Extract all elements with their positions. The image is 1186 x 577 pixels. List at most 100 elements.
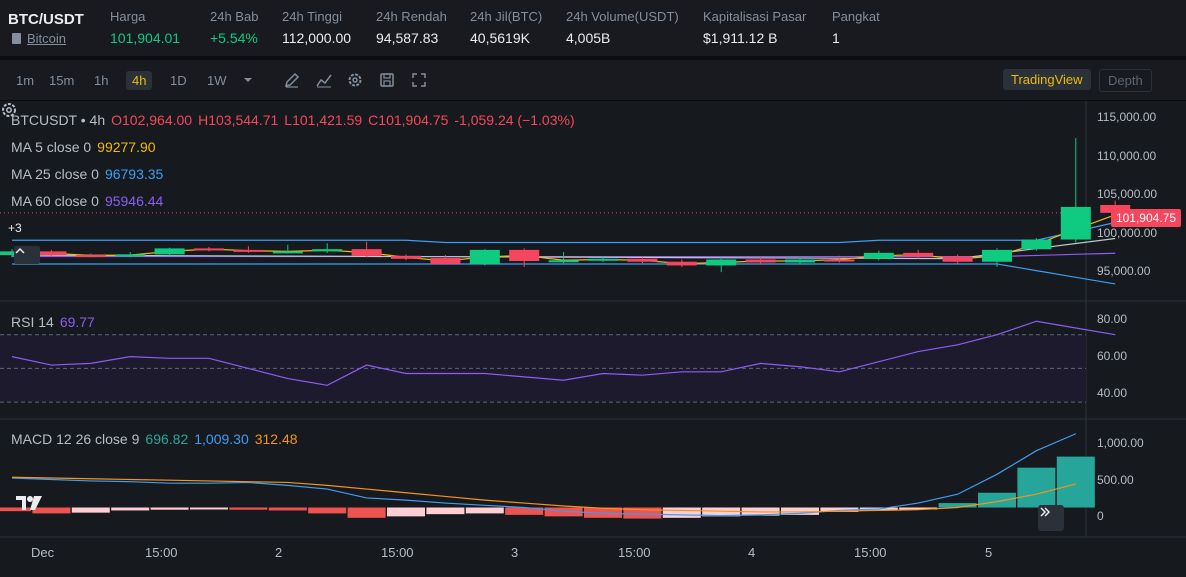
bollinger-lower-line bbox=[12, 263, 1116, 285]
open-value: 102,964.00 bbox=[122, 112, 193, 128]
stat-label: Harga bbox=[110, 9, 146, 24]
candle-body bbox=[627, 258, 658, 262]
macd-histogram-bar bbox=[387, 507, 425, 517]
macd-histogram-bar bbox=[347, 507, 386, 518]
macd-histogram-bar bbox=[426, 507, 465, 515]
timeframe-1h[interactable]: 1h bbox=[94, 73, 109, 88]
macd-histogram-bar bbox=[544, 507, 583, 517]
candle-body bbox=[509, 249, 540, 261]
stat-value: 4,005B bbox=[566, 30, 611, 46]
macd-histogram-bar bbox=[229, 507, 268, 510]
candle-body bbox=[1100, 204, 1131, 213]
candle-body bbox=[942, 256, 973, 262]
stat-change: 24h Bab +5.54% bbox=[210, 9, 258, 46]
rsi-value: 69.77 bbox=[59, 314, 95, 330]
draw-icon[interactable] bbox=[283, 71, 301, 89]
scroll-to-latest-button[interactable] bbox=[1038, 505, 1064, 531]
high-value: 103,544.71 bbox=[208, 112, 279, 128]
ma-value: 96793.35 bbox=[104, 166, 164, 182]
time-axis-label: Dec bbox=[31, 545, 55, 560]
timeframe-1m[interactable]: 1m bbox=[16, 73, 35, 88]
macd-histogram-bar bbox=[781, 507, 819, 515]
candle-body bbox=[0, 251, 27, 256]
settings-icon[interactable] bbox=[346, 71, 364, 89]
rsi-axis-label: 40.00 bbox=[1097, 386, 1128, 400]
ma25-legend: MA 25 close 0 96793.35 bbox=[11, 166, 169, 182]
save-icon[interactable] bbox=[378, 71, 396, 89]
rsi-legend: RSI 14 69.77 bbox=[11, 314, 101, 330]
time-axis-label: 3 bbox=[511, 545, 519, 560]
low-label: L bbox=[284, 112, 293, 128]
symbol-label: BTCUSDT • 4h bbox=[11, 112, 106, 128]
chevron-right-icon bbox=[1040, 507, 1051, 517]
more-indicators-badge[interactable]: +3 bbox=[8, 221, 22, 235]
candle-body bbox=[745, 259, 776, 263]
chart-area[interactable]: BTCUSDT • 4h O102,964.00 H103,544.71 L101,4… bbox=[0, 101, 1186, 577]
coin-name[interactable]: Bitcoin bbox=[27, 31, 67, 46]
indicator-icon[interactable] bbox=[315, 71, 333, 89]
low-value: 101,421.59 bbox=[292, 112, 363, 128]
stat-rank: Pangkat 1 bbox=[832, 9, 880, 46]
macd-histogram-bar bbox=[465, 507, 504, 514]
rsi-axis-label: 80.00 bbox=[1097, 312, 1128, 326]
ma-label: MA 25 close 0 bbox=[11, 166, 99, 182]
pair-title[interactable]: BTC/USDT bbox=[8, 11, 84, 28]
macd-line bbox=[11, 433, 1077, 517]
stat-value: 40,5619K bbox=[470, 30, 530, 46]
candle-body bbox=[194, 248, 224, 251]
ma-label: MA 5 close 0 bbox=[11, 139, 92, 155]
high-label: H bbox=[198, 112, 209, 128]
close-value: 101,904.75 bbox=[378, 112, 449, 128]
stat-value: 112,000.00 bbox=[282, 30, 352, 46]
stat-label: 24h Jil(BTC) bbox=[470, 9, 543, 24]
chart-settings-icon[interactable] bbox=[0, 101, 18, 119]
collapse-legend-button[interactable] bbox=[14, 246, 40, 264]
ma-value: 99277.90 bbox=[97, 139, 156, 155]
tradingview-tab[interactable]: TradingView bbox=[1003, 69, 1091, 90]
change-value: -1,059.24 (−1.03%) bbox=[454, 112, 575, 128]
price-axis-label: 110,000.00 bbox=[1097, 149, 1157, 163]
macd-label: MACD 12 26 close 9 bbox=[11, 431, 140, 447]
dropdown-icon[interactable] bbox=[239, 71, 257, 89]
ticker-bar: BTC/USDT Bitcoin Harga 101,904.01 24h Ba… bbox=[0, 0, 1186, 56]
candle-body bbox=[469, 249, 500, 264]
price-axis-label: 105,000.00 bbox=[1097, 187, 1158, 201]
macd-histogram-bar bbox=[662, 507, 701, 518]
candle-body bbox=[863, 252, 894, 259]
chart-canvas[interactable] bbox=[0, 101, 1186, 577]
price-axis-label: 95,000.00 bbox=[1097, 264, 1151, 278]
macd-histogram-bar bbox=[702, 507, 741, 517]
macd-histogram-bar bbox=[308, 507, 347, 514]
stat-market-cap: Kapitalisasi Pasar $1,911.12 B bbox=[703, 9, 806, 46]
macd-histogram-bar bbox=[268, 507, 307, 511]
timeframe-1d[interactable]: 1D bbox=[170, 73, 187, 88]
macd-axis-label: 0 bbox=[1097, 509, 1104, 523]
timeframe-4h[interactable]: 4h bbox=[126, 71, 153, 90]
stat-vol-usdt: 24h Volume(USDT) 4,005B bbox=[566, 9, 679, 46]
macd-histogram-bar bbox=[0, 507, 31, 512]
stat-label: 24h Bab bbox=[210, 9, 259, 24]
candle-body bbox=[666, 261, 697, 266]
rsi-line bbox=[11, 320, 1116, 386]
last-price-tag: 101,904.75 bbox=[1110, 209, 1181, 227]
stat-label: 24h Rendah bbox=[376, 9, 447, 24]
macd-hist-value: 312.48 bbox=[254, 431, 298, 447]
candle-body bbox=[430, 258, 461, 264]
fullscreen-icon[interactable] bbox=[410, 71, 428, 89]
document-icon bbox=[12, 33, 21, 44]
coin-info-link[interactable]: Bitcoin bbox=[12, 31, 66, 46]
timeframe-15m[interactable]: 15m bbox=[49, 73, 75, 88]
open-label: O bbox=[111, 112, 123, 128]
timeframe-1w[interactable]: 1W bbox=[207, 73, 227, 88]
candle-body bbox=[115, 254, 146, 257]
macd-histogram-bar bbox=[190, 507, 228, 510]
candle-body bbox=[588, 258, 618, 261]
stat-label: 24h Volume(USDT) bbox=[566, 9, 679, 24]
stat-high: 24h Tinggi 112,000.00 bbox=[282, 9, 351, 46]
bollinger-upper-line bbox=[12, 221, 1116, 244]
candle-body bbox=[1060, 206, 1091, 240]
time-axis-label: 5 bbox=[985, 545, 993, 560]
macd-value: 696.82 bbox=[145, 431, 189, 447]
depth-tab[interactable]: Depth bbox=[1099, 69, 1152, 92]
stat-low: 24h Rendah 94,587.83 bbox=[376, 9, 447, 46]
